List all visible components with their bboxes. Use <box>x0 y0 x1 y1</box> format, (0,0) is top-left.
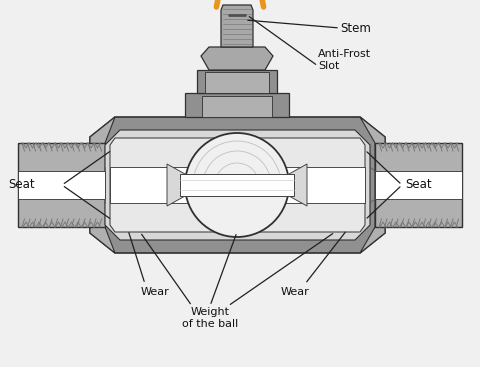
Text: Wear: Wear <box>281 287 310 297</box>
Text: Stem: Stem <box>340 22 371 34</box>
Polygon shape <box>105 130 370 240</box>
Circle shape <box>185 133 289 237</box>
Polygon shape <box>18 143 105 227</box>
Polygon shape <box>90 117 115 253</box>
Polygon shape <box>197 70 277 93</box>
Text: Anti-Frost
Slot: Anti-Frost Slot <box>318 49 371 71</box>
Polygon shape <box>221 5 253 47</box>
Polygon shape <box>110 138 365 232</box>
Text: Seat: Seat <box>405 178 432 192</box>
Polygon shape <box>167 164 185 206</box>
Polygon shape <box>289 164 307 206</box>
Polygon shape <box>205 72 269 93</box>
Polygon shape <box>110 167 365 203</box>
Text: Seat: Seat <box>8 178 35 192</box>
Text: Weight
of the ball: Weight of the ball <box>182 307 238 329</box>
Polygon shape <box>202 96 272 117</box>
Polygon shape <box>18 171 105 199</box>
Text: Wear: Wear <box>141 287 169 297</box>
Polygon shape <box>375 171 462 199</box>
Polygon shape <box>185 93 289 117</box>
Polygon shape <box>201 47 273 70</box>
Polygon shape <box>360 117 385 253</box>
Polygon shape <box>180 174 294 196</box>
Polygon shape <box>90 117 385 253</box>
Polygon shape <box>375 143 462 227</box>
